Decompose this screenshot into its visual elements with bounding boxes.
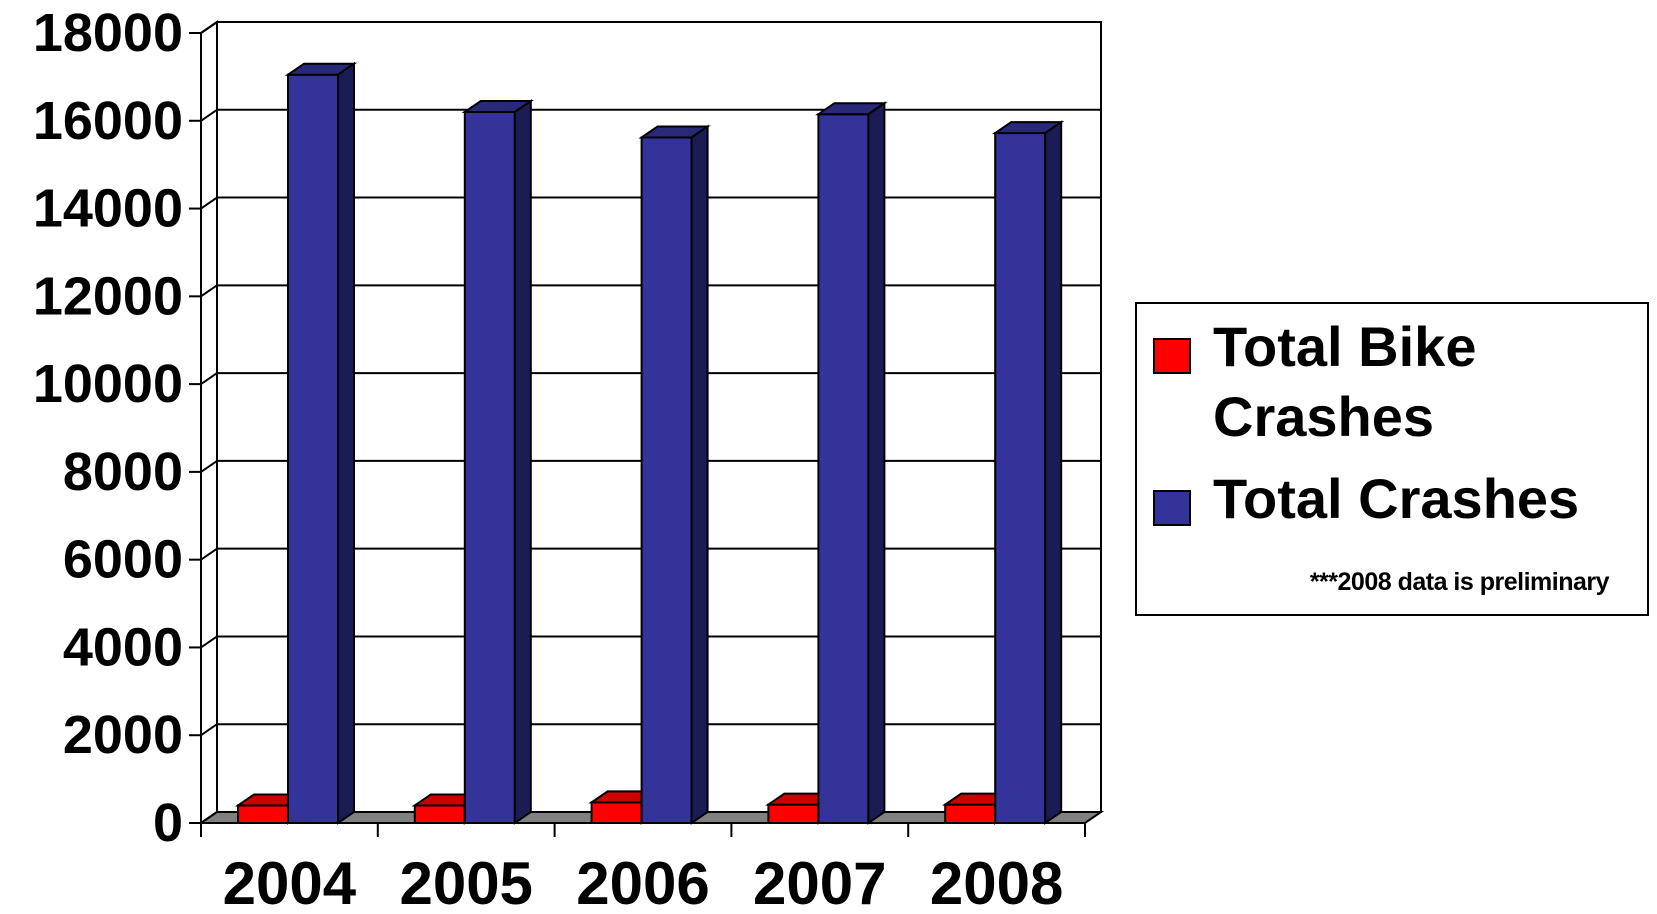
side-wall — [200, 20, 218, 825]
tick-labels: 0 2000 4000 6000 8000 10000 12000 14000 16000 180… — [33, 3, 1064, 914]
gridline-side — [200, 372, 218, 385]
bar-total-crashes-2008 — [991, 120, 1065, 825]
x-tick-label: 2005 — [399, 850, 532, 914]
y-tick-label: 10000 — [33, 354, 183, 414]
y-tick-label: 8000 — [63, 442, 183, 502]
y-tick-label: 6000 — [63, 530, 183, 590]
legend-swatch-bike-crashes — [1153, 338, 1191, 374]
gridline-side — [200, 196, 218, 210]
gridline-side — [200, 723, 218, 737]
legend-label-bike-crashes: Total Bike Crashes — [1213, 315, 1477, 448]
gridline-side — [200, 108, 218, 122]
bar-total-crashes-2004 — [284, 61, 358, 825]
bar-front — [994, 132, 1047, 825]
bar-side — [867, 101, 886, 825]
bars — [234, 61, 1065, 825]
y-tick-label: 0 — [153, 793, 183, 853]
x-tick-label: 2006 — [576, 850, 709, 914]
y-tick-label: 14000 — [33, 179, 183, 239]
bar-side — [513, 99, 532, 825]
preliminary-note: ***2008 data is preliminary — [1309, 568, 1610, 596]
y-tick-label: 12000 — [33, 266, 183, 326]
bar-front — [413, 804, 466, 825]
y-tick-label: 4000 — [63, 617, 183, 677]
y-tick-label: 2000 — [63, 705, 183, 765]
bar-total-crashes-2006 — [638, 124, 711, 825]
bar-front — [287, 73, 339, 824]
legend-label-total-crashes: Total Crashes — [1213, 467, 1580, 530]
bar-front — [817, 113, 870, 824]
bar-front — [463, 111, 516, 824]
bar-front — [944, 803, 997, 824]
gridline-side — [200, 635, 218, 649]
y-tick-label: 18000 — [33, 3, 183, 63]
bar-total-crashes-2007 — [815, 101, 888, 825]
legend-item-total-crashes: Total Crashes — [1153, 464, 1579, 534]
y-tick-label: 16000 — [33, 91, 183, 151]
bar-side — [1044, 120, 1063, 825]
bar-front — [640, 136, 693, 824]
gridline-side — [200, 284, 218, 298]
x-tick-label: 2004 — [223, 850, 357, 914]
x-tick-label: 2008 — [930, 850, 1063, 914]
legend: Total Bike Crashes Total Crashes ***2008… — [1135, 302, 1649, 616]
gridline-side — [200, 460, 218, 473]
bar-total-crashes-2005 — [461, 99, 535, 825]
x-tick-label: 2007 — [753, 850, 886, 914]
gridline-side — [200, 547, 218, 561]
bar-front — [237, 804, 289, 825]
gridline-side — [200, 21, 218, 34]
bar-front — [767, 803, 820, 824]
legend-item-bike-crashes: Total Bike Crashes — [1153, 312, 1543, 452]
legend-swatch-total-crashes — [1153, 490, 1191, 526]
bar-side — [337, 61, 355, 825]
bar-front — [590, 801, 643, 824]
bar-side — [690, 124, 709, 825]
